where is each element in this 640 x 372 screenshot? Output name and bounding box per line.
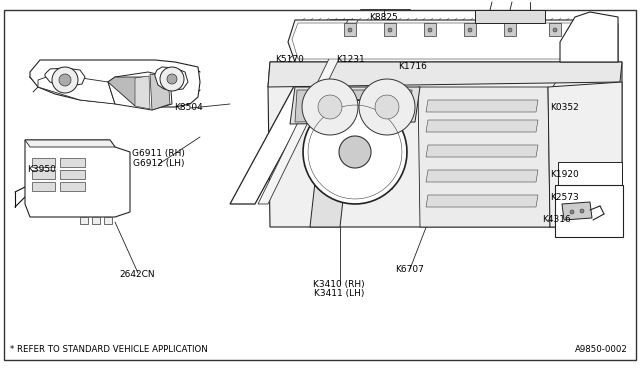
Polygon shape xyxy=(32,158,55,167)
Text: K8504: K8504 xyxy=(175,103,203,112)
Polygon shape xyxy=(426,100,538,112)
Polygon shape xyxy=(268,62,622,87)
Polygon shape xyxy=(45,68,85,86)
Polygon shape xyxy=(302,79,358,135)
Text: G6912 (LH): G6912 (LH) xyxy=(133,159,184,168)
Text: K3410 (RH): K3410 (RH) xyxy=(314,280,365,289)
Text: G6911 (RH): G6911 (RH) xyxy=(132,149,185,158)
Text: 2642CN: 2642CN xyxy=(120,270,156,279)
Polygon shape xyxy=(549,23,561,36)
Polygon shape xyxy=(59,74,71,86)
Polygon shape xyxy=(52,67,78,93)
Text: K0352: K0352 xyxy=(550,103,579,112)
Polygon shape xyxy=(548,82,622,227)
Polygon shape xyxy=(426,145,538,157)
Polygon shape xyxy=(464,23,476,36)
Polygon shape xyxy=(25,140,115,147)
Polygon shape xyxy=(562,202,592,220)
Polygon shape xyxy=(359,79,415,135)
Polygon shape xyxy=(108,72,172,110)
Text: K2573: K2573 xyxy=(550,193,579,202)
Polygon shape xyxy=(504,23,516,36)
Polygon shape xyxy=(310,137,350,227)
Polygon shape xyxy=(424,23,436,36)
Polygon shape xyxy=(32,170,55,179)
Polygon shape xyxy=(160,67,184,91)
Polygon shape xyxy=(339,136,371,168)
Polygon shape xyxy=(508,28,512,32)
Polygon shape xyxy=(60,158,85,167)
Polygon shape xyxy=(38,74,115,104)
Text: * REFER TO STANDARD VEHICLE APPLICATION: * REFER TO STANDARD VEHICLE APPLICATION xyxy=(10,346,208,355)
Polygon shape xyxy=(580,209,584,213)
Polygon shape xyxy=(258,20,358,204)
Polygon shape xyxy=(426,170,538,182)
Polygon shape xyxy=(25,140,130,217)
Polygon shape xyxy=(268,62,622,227)
Polygon shape xyxy=(80,217,88,224)
Text: K8825: K8825 xyxy=(370,13,398,22)
Polygon shape xyxy=(468,28,472,32)
Polygon shape xyxy=(318,95,342,119)
Text: K3411 (LH): K3411 (LH) xyxy=(314,289,364,298)
Polygon shape xyxy=(428,28,432,32)
Polygon shape xyxy=(426,195,538,207)
Polygon shape xyxy=(230,20,355,204)
Polygon shape xyxy=(135,76,150,109)
Text: K6707: K6707 xyxy=(395,265,424,274)
Polygon shape xyxy=(388,28,392,32)
Text: A9850-0002: A9850-0002 xyxy=(575,346,628,355)
Polygon shape xyxy=(553,28,557,32)
Polygon shape xyxy=(167,74,177,84)
Polygon shape xyxy=(155,67,188,90)
Polygon shape xyxy=(475,10,545,23)
Polygon shape xyxy=(375,95,399,119)
Polygon shape xyxy=(92,217,100,224)
Polygon shape xyxy=(290,87,420,124)
Polygon shape xyxy=(344,23,356,36)
Text: K1231: K1231 xyxy=(337,55,365,64)
Polygon shape xyxy=(558,162,622,227)
Bar xyxy=(555,185,623,237)
Text: K5170: K5170 xyxy=(275,55,304,64)
Polygon shape xyxy=(292,23,615,59)
Polygon shape xyxy=(60,170,85,179)
Polygon shape xyxy=(32,182,55,191)
Polygon shape xyxy=(426,120,538,132)
Polygon shape xyxy=(384,23,396,36)
Polygon shape xyxy=(348,28,352,32)
Polygon shape xyxy=(303,100,407,204)
Polygon shape xyxy=(108,77,148,106)
Polygon shape xyxy=(295,90,412,122)
Polygon shape xyxy=(288,20,618,62)
Polygon shape xyxy=(104,217,112,224)
Text: K1716: K1716 xyxy=(398,62,428,71)
Text: K3950: K3950 xyxy=(27,165,56,174)
Text: K1920: K1920 xyxy=(550,170,579,179)
Polygon shape xyxy=(30,60,200,107)
Polygon shape xyxy=(60,182,85,191)
Polygon shape xyxy=(570,210,574,214)
Text: K4316: K4316 xyxy=(543,215,571,224)
Polygon shape xyxy=(150,74,170,110)
Polygon shape xyxy=(418,87,550,227)
Polygon shape xyxy=(560,12,618,62)
